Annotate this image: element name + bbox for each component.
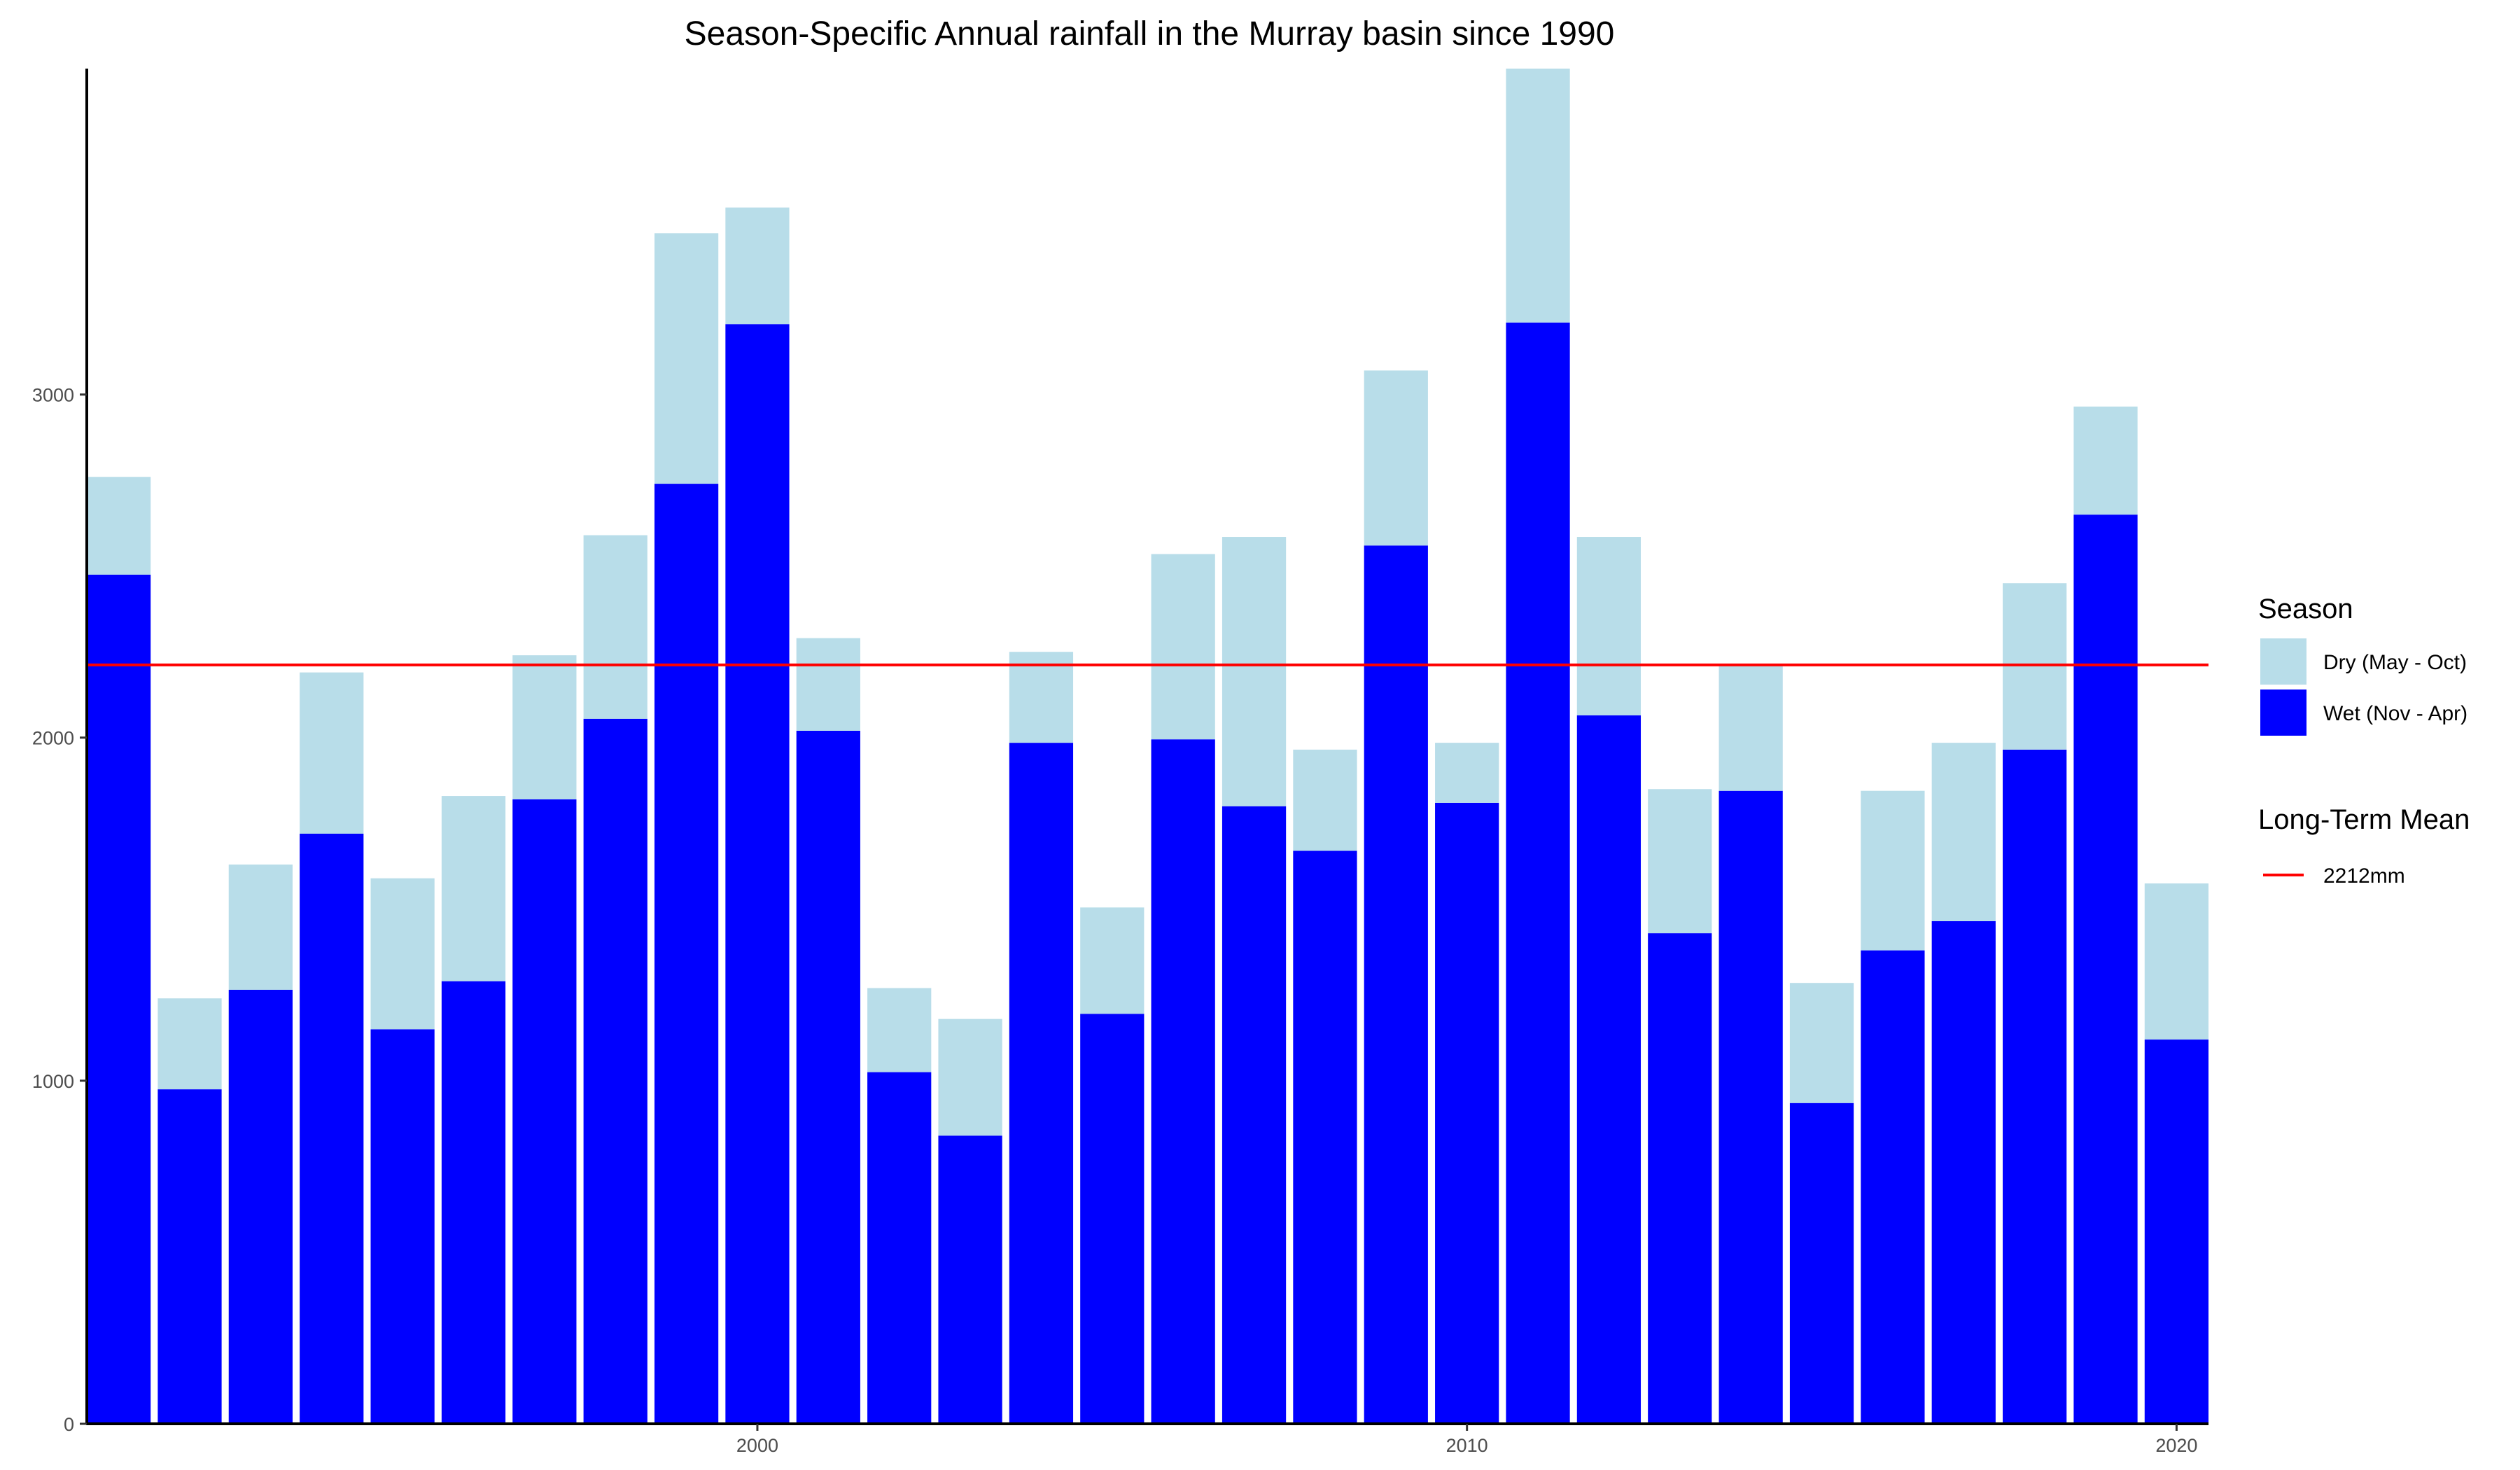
- bar-dry-2008: [1293, 749, 1357, 851]
- bar-dry-1995: [370, 878, 435, 1030]
- bar-wet-2001: [796, 730, 860, 1424]
- bar-wet-1996: [441, 981, 506, 1424]
- bar-wet-2020: [2144, 1040, 2208, 1424]
- bar-wet-2005: [1080, 1014, 1144, 1424]
- bar-wet-2007: [1222, 806, 1287, 1424]
- legend-mean-label: 2212mm: [2323, 864, 2405, 888]
- y-tick-label: 2000: [32, 728, 74, 749]
- bars-group: [87, 69, 2208, 1424]
- bar-dry-1999: [654, 233, 719, 484]
- bar-dry-2012: [1576, 537, 1642, 715]
- bar-dry-2014: [1718, 664, 1783, 791]
- bar-dry-1998: [583, 535, 648, 719]
- bar-dry-2009: [1364, 370, 1428, 546]
- bar-dry-2002: [867, 988, 932, 1072]
- bar-dry-1994: [300, 672, 364, 834]
- chart-title: Season-Specific Annual rainfall in the M…: [685, 15, 1615, 52]
- bar-wet-2004: [1009, 743, 1074, 1424]
- bar-dry-1991: [87, 477, 151, 575]
- legend-label-wet: Wet (Nov - Apr): [2323, 702, 2468, 725]
- bar-wet-2015: [1789, 1102, 1854, 1424]
- bar-wet-2006: [1151, 739, 1215, 1424]
- bar-wet-2018: [2003, 749, 2067, 1424]
- x-tick-label: 2000: [736, 1435, 778, 1456]
- bar-dry-1996: [441, 796, 506, 981]
- legend-mean-title: Long-Term Mean: [2258, 804, 2470, 835]
- x-tick-label: 2020: [2155, 1435, 2197, 1456]
- bar-wet-2013: [1648, 933, 1712, 1424]
- x-tick-label: 2010: [1446, 1435, 1488, 1456]
- bar-dry-2007: [1222, 537, 1287, 806]
- bar-dry-1993: [228, 864, 293, 990]
- bar-dry-2015: [1789, 983, 1854, 1103]
- bar-wet-2019: [2073, 514, 2138, 1424]
- bar-wet-1994: [300, 833, 364, 1424]
- bar-dry-2010: [1435, 743, 1499, 803]
- legend-swatch-wet: [2260, 690, 2306, 736]
- bar-wet-1993: [228, 989, 293, 1424]
- bar-wet-1998: [583, 718, 648, 1424]
- bar-wet-2011: [1506, 322, 1570, 1424]
- bar-wet-1995: [370, 1029, 435, 1424]
- bar-wet-2003: [938, 1135, 1002, 1424]
- bar-wet-1991: [87, 574, 151, 1424]
- bar-wet-2014: [1718, 790, 1783, 1424]
- bar-wet-2012: [1576, 715, 1642, 1424]
- y-tick-label: 0: [64, 1414, 74, 1435]
- bar-dry-2000: [725, 207, 790, 325]
- bar-dry-1992: [158, 998, 222, 1090]
- bar-wet-1999: [654, 484, 719, 1424]
- bar-wet-2010: [1435, 802, 1499, 1424]
- bar-wet-2002: [867, 1072, 932, 1424]
- bar-wet-2009: [1364, 545, 1428, 1424]
- legend: Season Dry (May - Oct) Wet (Nov - Apr) L…: [2258, 594, 2470, 888]
- axes-group: [85, 69, 2208, 1425]
- bar-wet-2000: [725, 324, 790, 1424]
- bar-dry-2004: [1009, 652, 1074, 743]
- bar-dry-2001: [796, 638, 860, 731]
- bar-wet-2017: [1931, 920, 1996, 1424]
- bar-wet-1992: [158, 1089, 222, 1424]
- legend-swatch-dry: [2260, 638, 2306, 685]
- bar-dry-2017: [1931, 743, 1996, 921]
- bar-dry-2011: [1506, 69, 1570, 323]
- bar-dry-2018: [2003, 583, 2067, 750]
- bar-dry-2006: [1151, 554, 1215, 740]
- bar-dry-2019: [2073, 406, 2138, 515]
- tick-labels-group: 0 1000 2000 3000 2000 2010 2020: [32, 385, 2198, 1456]
- bar-dry-2013: [1648, 789, 1712, 934]
- bar-dry-2020: [2144, 883, 2208, 1040]
- legend-season-title: Season: [2258, 594, 2353, 624]
- bar-dry-2005: [1080, 907, 1144, 1014]
- bar-dry-2016: [1861, 790, 1925, 951]
- bar-wet-2016: [1861, 950, 1925, 1424]
- bar-dry-1997: [512, 655, 577, 799]
- bar-dry-2003: [938, 1018, 1002, 1136]
- y-tick-label: 1000: [32, 1071, 74, 1092]
- bar-wet-2008: [1293, 850, 1357, 1424]
- bar-wet-1997: [512, 799, 577, 1424]
- legend-label-dry: Dry (May - Oct): [2323, 651, 2467, 674]
- y-tick-label: 3000: [32, 385, 74, 406]
